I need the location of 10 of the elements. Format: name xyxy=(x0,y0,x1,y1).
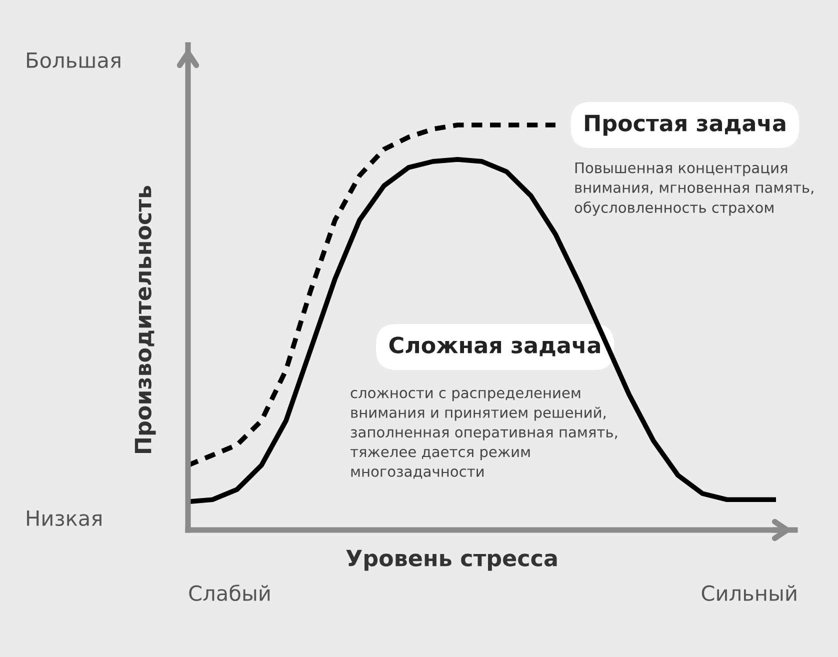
x-axis-title: Уровень стресса xyxy=(346,550,557,571)
series-label: Простая задача xyxy=(585,114,786,136)
text: Низкая xyxy=(27,510,102,526)
y-axis-title: Производительность xyxy=(134,186,156,454)
text: Большая xyxy=(27,52,120,68)
annotation: сложности с распределением внимания и принятием решений, заполненная оперативная память, тяжелее дается режим многозадачности xyxy=(350,390,618,479)
text: Слабый xyxy=(189,584,270,602)
annotation: Повышенная концентрация внимания, мгновенная память, обусловленность страхом xyxy=(574,162,814,216)
series-label: Сложная задача xyxy=(389,336,600,356)
text: Сильный xyxy=(702,585,796,602)
